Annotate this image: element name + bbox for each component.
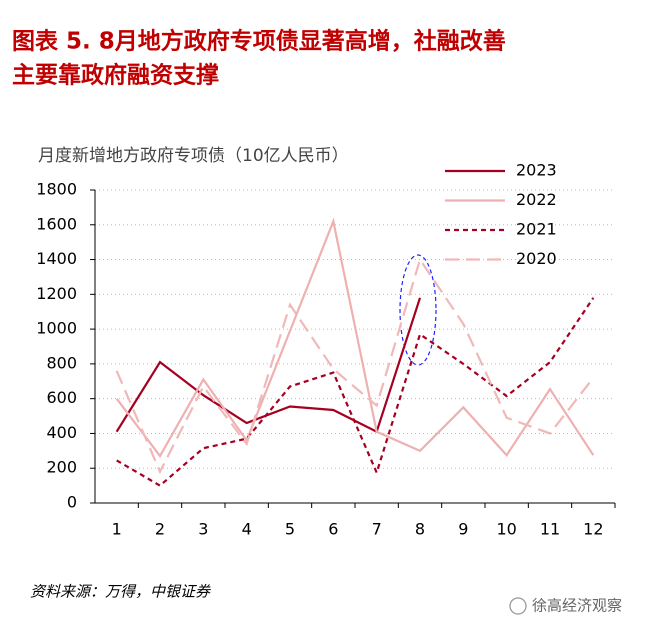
x-tick-label: 1: [112, 520, 122, 539]
legend-label: 2023: [516, 161, 557, 180]
y-tick-label: 1400: [36, 249, 77, 268]
y-tick-label: 0: [67, 493, 77, 512]
x-tick-label: 5: [285, 520, 295, 539]
watermark: 徐高经济观察: [532, 597, 622, 615]
x-tick-label: 6: [328, 520, 338, 539]
y-tick-label: 600: [46, 388, 77, 407]
y-tick-label: 1000: [36, 319, 77, 338]
y-tick-label: 1800: [36, 180, 77, 199]
x-tick-label: 11: [540, 520, 560, 539]
legend-label: 2021: [516, 220, 557, 239]
y-tick-label: 400: [46, 423, 77, 442]
source: 资料来源：万得，中银证券: [30, 583, 211, 601]
highlight-ellipse: [399, 254, 437, 366]
x-tick-label: 12: [583, 520, 603, 539]
x-tick-label: 10: [496, 520, 516, 539]
x-tick-label: 4: [242, 520, 252, 539]
series-line: [115, 297, 422, 434]
x-tick-label: 3: [198, 520, 208, 539]
y-tick-label: 1600: [36, 214, 77, 233]
y-tick-label: 200: [46, 458, 77, 477]
series-line: [115, 217, 595, 459]
x-tick-label: 7: [372, 520, 382, 539]
series-line: [115, 257, 595, 475]
legend-label: 2020: [516, 249, 557, 268]
watermark-icon: [509, 597, 527, 615]
x-tick-label: 8: [415, 520, 425, 539]
y-tick-label: 800: [46, 353, 77, 372]
chart-title: 图表 5. 8月地方政府专项债显著高增，社融改善: [12, 28, 506, 55]
series-line: [116, 297, 595, 487]
x-tick-label: 2: [155, 520, 165, 539]
y-axis-label: 月度新增地方政府专项债（10亿人民币）: [38, 146, 349, 166]
y-tick-label: 1200: [36, 284, 77, 303]
legend-label: 2022: [516, 190, 557, 209]
x-tick-label: 9: [458, 520, 468, 539]
chart-title: 主要靠政府融资支撑: [12, 62, 219, 89]
